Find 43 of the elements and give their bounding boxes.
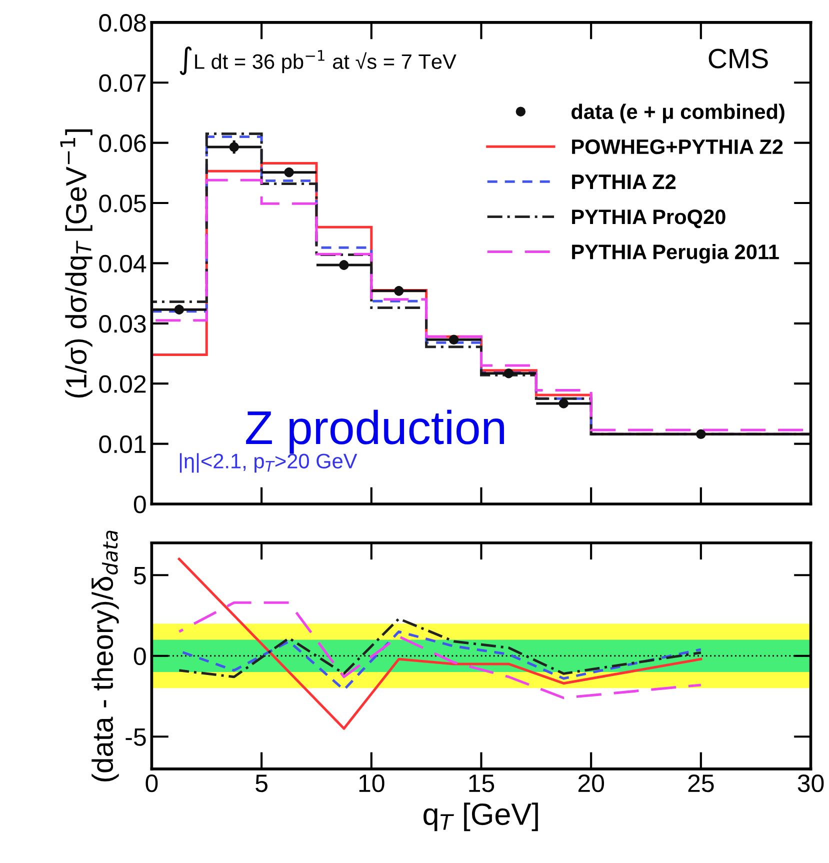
point	[339, 260, 349, 270]
point	[558, 398, 568, 408]
annotation: CMS	[708, 48, 768, 68]
legend-label: data (e + μ combined)	[572, 104, 784, 124]
line-series	[178, 558, 702, 730]
x-axis-title: q$_{T}$ [GeV]	[424, 802, 538, 832]
point	[504, 368, 514, 378]
x-tick-label: 20	[578, 774, 604, 792]
annotation: Z production	[246, 410, 504, 454]
point	[696, 429, 706, 440]
line-series	[178, 617, 702, 678]
y-tick-label: 0	[134, 496, 146, 514]
legend-label: PYTHIA Perugia 2011	[572, 244, 779, 264]
legend-label: POWHEG+PYTHIA Z2	[572, 139, 783, 154]
y-tick-label: -5	[126, 728, 146, 746]
point	[174, 304, 184, 314]
point	[394, 286, 404, 296]
y-tick-label: 5	[134, 566, 146, 584]
y-tick-label: 0.07	[99, 74, 146, 92]
x-tick-label: 10	[359, 774, 384, 792]
x-tick-label: 30	[798, 774, 824, 792]
y-axis-title: (data - theory)/δ$_{data}$	[92, 530, 119, 782]
x-tick-label: 5	[256, 774, 268, 792]
line-series	[178, 601, 702, 700]
y-axis-title: (1/σ) dσ/dq$_{T}$ [GeV$^{−1}$]	[60, 129, 92, 398]
y-tick-label: 0.02	[99, 375, 146, 393]
point	[448, 334, 459, 345]
annotation: ∫L dt = 36 pb$^{−1}$ at √s = 7 TeV	[180, 46, 456, 76]
y-tick-label: 0.03	[99, 315, 146, 333]
legend-label: PYTHIA Z2	[572, 174, 676, 189]
y-tick-label: 0	[134, 647, 146, 666]
legend-label: PYTHIA ProQ20	[572, 209, 726, 228]
x-tick-label: 0	[146, 774, 158, 792]
point	[284, 167, 294, 178]
x-tick-label: 15	[469, 774, 494, 792]
y-tick-label: 0.04	[99, 254, 146, 273]
y-tick-label: 0.08	[99, 14, 146, 32]
y-tick-label: 0.05	[99, 194, 146, 212]
y-tick-label: 0.01	[99, 435, 146, 454]
point	[229, 142, 239, 152]
y-tick-label: 0.06	[99, 134, 146, 152]
x-tick-label: 25	[688, 774, 714, 792]
annotation: |η|<2.1, p$_{T}$>20 GeV	[180, 453, 358, 473]
